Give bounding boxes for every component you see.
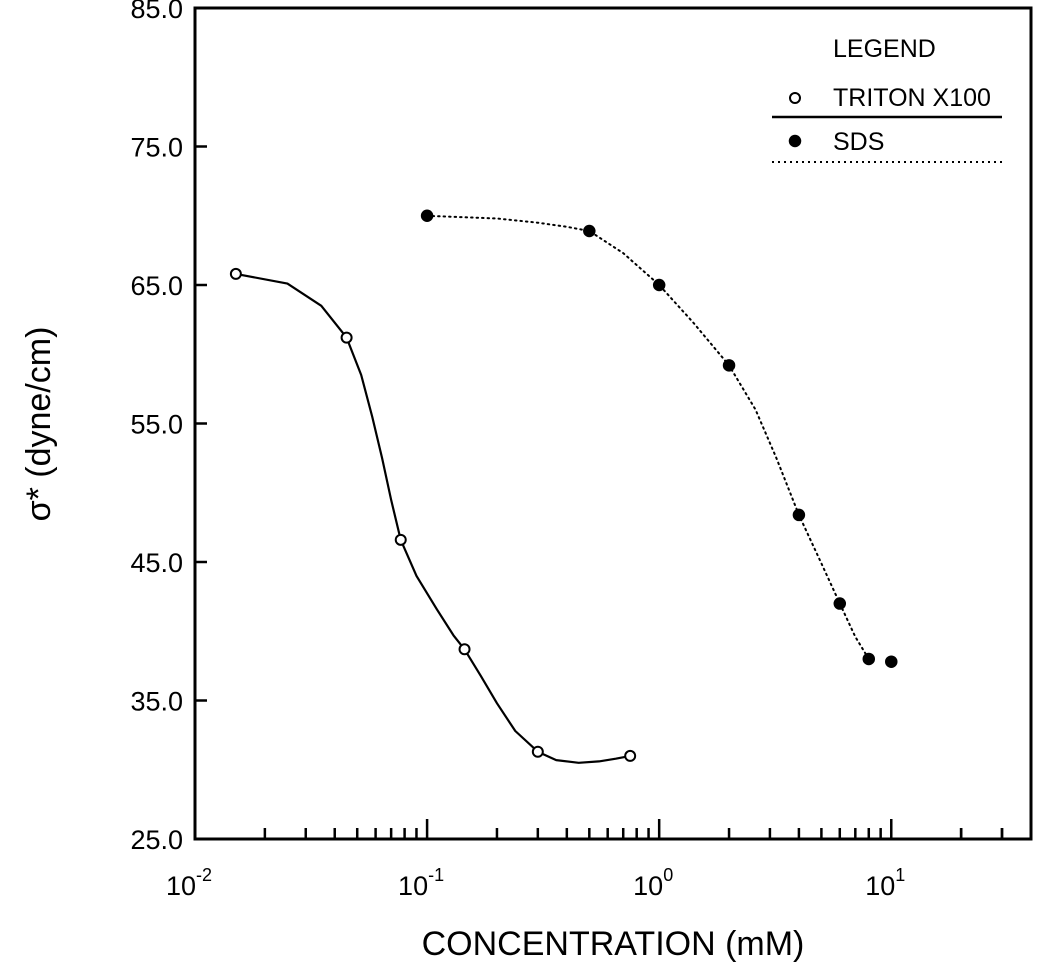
plot-frame (193, 6, 1033, 841)
x-tick-labels: 10-2 10-1 100 101 (166, 865, 905, 901)
curve-sds (426, 214, 870, 660)
point-sds (420, 209, 434, 222)
y-tick-label: 25.0 (130, 825, 183, 855)
series-curves (234, 214, 870, 764)
y-tick-label: 35.0 (130, 687, 183, 717)
point-sds (652, 278, 666, 292)
curve-triton-x100 (234, 272, 632, 764)
point-sds (792, 508, 806, 522)
legend-title: LEGEND (833, 35, 936, 63)
legend-entry-sds: SDS (833, 128, 884, 156)
y-axis-label: σ* (dyne/cm) (20, 327, 58, 522)
legend: LEGEND TRITON X100 SDS (772, 35, 1002, 163)
x-tick-label: 101 (865, 865, 905, 901)
point-sds (885, 655, 898, 668)
point-sds (862, 652, 876, 666)
legend-marker-triton (789, 92, 801, 104)
y-tick-labels: 25.0 35.0 45.0 55.0 65.0 75.0 85.0 (130, 0, 183, 855)
legend-marker-sds (788, 134, 802, 148)
y-tick-label: 85.0 (130, 0, 183, 24)
legend-entry-triton: TRITON X100 (833, 84, 991, 112)
point-triton-x100 (531, 745, 544, 758)
point-triton-x100 (394, 533, 407, 546)
point-sds (722, 359, 736, 372)
point-triton-x100 (229, 267, 242, 280)
x-axis-label: CONCENTRATION (mM) (422, 925, 805, 963)
x-tick-label: 100 (633, 865, 673, 901)
x-tick-label: 10-2 (166, 865, 212, 901)
series-points (229, 209, 898, 762)
x-tick-label: 10-1 (398, 865, 444, 901)
y-tick-label: 55.0 (130, 410, 183, 440)
axis-ticks (193, 6, 1033, 841)
y-tick-label: 45.0 (130, 548, 183, 578)
point-triton-x100 (624, 749, 637, 762)
y-tick-label: 75.0 (130, 133, 183, 163)
point-sds (833, 597, 847, 610)
point-triton-x100 (458, 643, 471, 656)
point-triton-x100 (340, 331, 353, 344)
y-tick-label: 65.0 (130, 271, 183, 301)
point-sds (583, 224, 596, 238)
